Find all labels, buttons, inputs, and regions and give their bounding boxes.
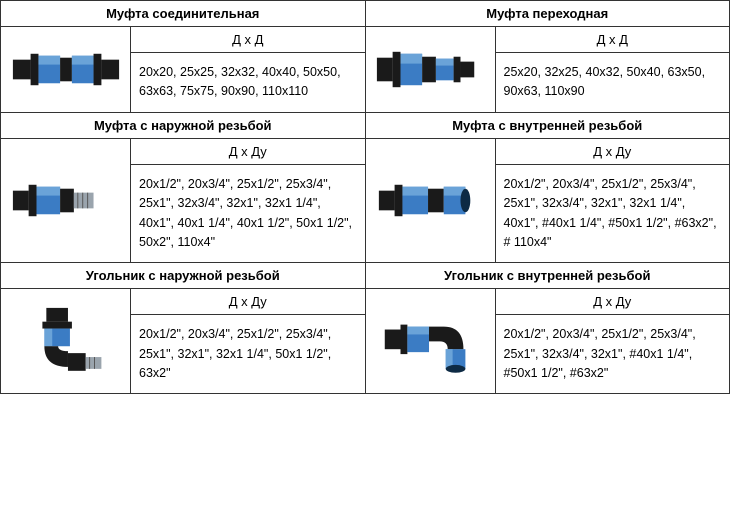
product-cell: Угольник с внутренней резьбой Д х Ду20х1… [366, 263, 730, 394]
dimension-label: Д х Ду [496, 139, 730, 165]
product-title: Муфта соединительная [1, 1, 365, 27]
product-image [366, 27, 496, 112]
sizes-list: 20х1/2", 20х3/4", 25х1/2", 25х3/4", 25х1… [496, 315, 730, 393]
product-image [1, 139, 131, 263]
product-title: Муфта переходная [366, 1, 730, 27]
dimension-label: Д х Ду [131, 139, 365, 165]
sizes-list: 20х20, 25х25, 32х32, 40х40, 50х50, 63х63… [131, 53, 365, 112]
product-cell: Муфта с наружной резьбой Д х Ду20х1/2", … [1, 113, 366, 264]
product-cell: Угольник с наружной резьбой Д х Ду20х1/2… [1, 263, 366, 394]
sizes-list: 20х1/2", 20х3/4", 25х1/2", 25х3/4", 25х1… [131, 315, 365, 393]
sizes-list: 20х1/2", 20х3/4", 25х1/2", 25х3/4", 25х1… [496, 165, 730, 263]
dimension-label: Д х Д [496, 27, 730, 53]
dimension-label: Д х Д [131, 27, 365, 53]
sizes-list: 20х1/2", 20х3/4", 25х1/2", 25х3/4", 25х1… [131, 165, 365, 263]
product-cell: Муфта соединительная Д х Д20х20, 25х25, … [1, 1, 366, 113]
product-image [1, 27, 131, 112]
product-title: Муфта с наружной резьбой [1, 113, 365, 139]
sizes-list: 25х20, 32х25, 40х32, 50х40, 63х50, 90х63… [496, 53, 730, 112]
product-title: Угольник с внутренней резьбой [366, 263, 730, 289]
product-image [1, 289, 131, 393]
product-image [366, 289, 496, 393]
product-cell: Муфта переходная Д х Д25х20, 32х25, 40х3… [366, 1, 730, 113]
product-title: Угольник с наружной резьбой [1, 263, 365, 289]
dimension-label: Д х Ду [131, 289, 365, 315]
dimension-label: Д х Ду [496, 289, 730, 315]
product-image [366, 139, 496, 263]
product-cell: Муфта с внутренней резьбой Д х Ду20х1/2"… [366, 113, 730, 264]
product-title: Муфта с внутренней резьбой [366, 113, 730, 139]
